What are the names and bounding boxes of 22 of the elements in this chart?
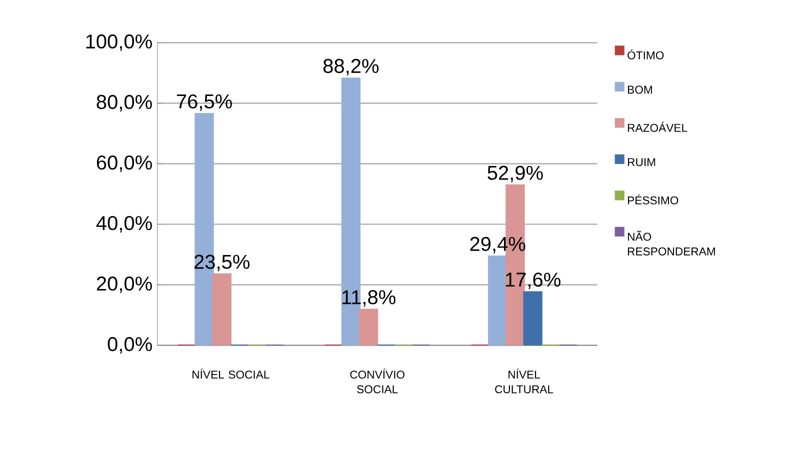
y-tick-label: 60,0%	[96, 155, 152, 172]
data-label: 23,5%	[194, 254, 250, 272]
y-tick-label: 100,0%	[86, 34, 152, 51]
legend-label: PÉSSIMO	[628, 194, 678, 204]
data-label: 17,6%	[506, 272, 560, 290]
legend-label: NÃO RESPONDERAM	[628, 230, 715, 256]
legend-label: ÓTIMO	[628, 49, 664, 60]
y-tick-label: 80,0%	[96, 94, 152, 112]
x-tick-label: CONVÍVIO SOCIAL	[350, 368, 405, 394]
legend-label: RAZOÁVEL	[628, 122, 688, 132]
data-label: 11,8%	[342, 290, 396, 307]
y-tick-label: 40,0%	[96, 216, 152, 233]
x-tick-label: NÍVEL SOCIAL	[192, 368, 270, 379]
data-label: 76,5%	[176, 94, 232, 111]
y-tick-label: 20,0%	[96, 276, 152, 294]
data-label: 52,9%	[488, 166, 543, 182]
legend-label: RUIM	[628, 158, 656, 166]
data-label: 29,4%	[470, 236, 526, 254]
x-tick-label: NÍVEL CULTURAL	[495, 368, 554, 394]
legend-label: BOM	[628, 86, 652, 94]
y-tick-label: 0,0%	[108, 337, 152, 354]
data-label: 88,2%	[323, 58, 379, 76]
